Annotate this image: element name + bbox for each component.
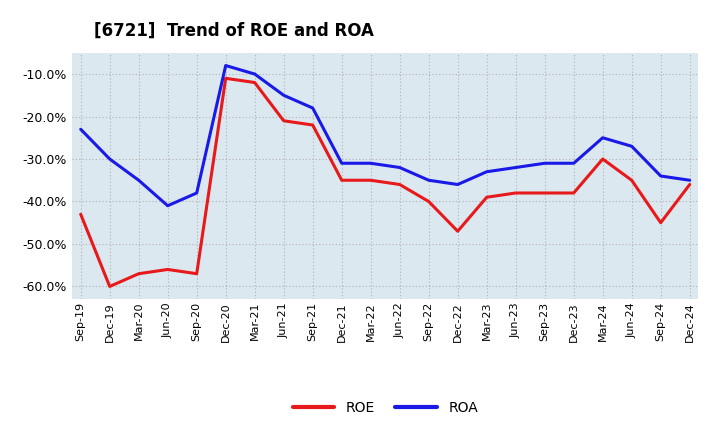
ROA [308, 106, 317, 111]
ROE [251, 80, 259, 85]
ROE [598, 156, 607, 161]
ROE [221, 76, 230, 81]
ROA [598, 135, 607, 140]
ROA [279, 93, 288, 98]
Line: ROE: ROE [81, 78, 690, 286]
ROE [135, 271, 143, 276]
ROA [541, 161, 549, 166]
ROA [163, 203, 172, 209]
ROA [570, 161, 578, 166]
ROE [308, 122, 317, 128]
ROE [279, 118, 288, 123]
Legend: ROE, ROA: ROE, ROA [287, 395, 483, 420]
Text: [6721]  Trend of ROE and ROA: [6721] Trend of ROE and ROA [94, 22, 374, 40]
ROA [511, 165, 520, 170]
ROE [541, 191, 549, 196]
ROE [454, 229, 462, 234]
ROA [338, 161, 346, 166]
ROE [366, 178, 375, 183]
ROE [338, 178, 346, 183]
ROE [424, 199, 433, 204]
ROA [135, 178, 143, 183]
ROE [395, 182, 404, 187]
ROA [657, 173, 665, 179]
ROA [395, 165, 404, 170]
ROA [76, 127, 85, 132]
ROA [221, 63, 230, 68]
Line: ROA: ROA [81, 66, 690, 206]
ROE [76, 212, 85, 217]
ROA [192, 191, 201, 196]
ROA [627, 143, 636, 149]
ROE [105, 284, 114, 289]
ROA [366, 161, 375, 166]
ROA [685, 178, 694, 183]
ROA [105, 156, 114, 161]
ROE [192, 271, 201, 276]
ROA [482, 169, 491, 174]
ROE [685, 182, 694, 187]
ROE [511, 191, 520, 196]
ROE [657, 220, 665, 225]
ROE [627, 178, 636, 183]
ROE [482, 194, 491, 200]
ROA [454, 182, 462, 187]
ROA [251, 71, 259, 77]
ROA [424, 178, 433, 183]
ROE [163, 267, 172, 272]
ROE [570, 191, 578, 196]
